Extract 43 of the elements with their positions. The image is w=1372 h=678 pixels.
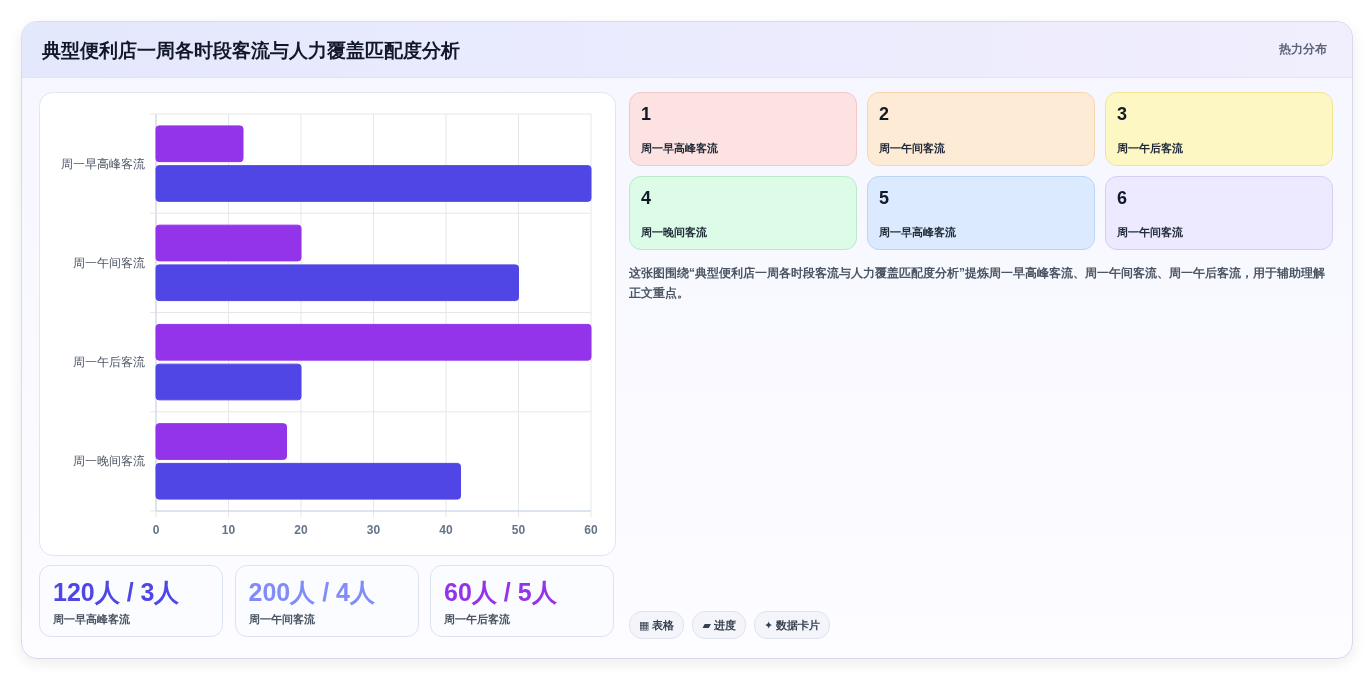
bar (155, 423, 287, 460)
bar (155, 125, 244, 163)
text: 周一早高峰客流 (53, 612, 130, 627)
y-tick-label: 周一早高峰客流 (61, 156, 145, 171)
x-tick-label: 20 (294, 523, 308, 537)
text: 这张图围绕“典型便利店一周各时段客流与人力覆盖匹配度分析”提炼周一早高峰客流、周一午间客流、周一午后客流，用于辅助理解正文重点。 (629, 265, 1326, 302)
x-tick-label: 40 (439, 523, 453, 537)
text: 2 (879, 104, 890, 125)
text: 6 (1117, 188, 1128, 209)
text: 周一早高峰客流 (879, 225, 956, 240)
text: ▦ 表格 (629, 611, 685, 639)
bar (155, 224, 302, 262)
x-tick-label: 10 (221, 523, 236, 537)
chart-title: 典型便利店一周各时段客流与人力覆盖匹配度分析 (42, 40, 460, 61)
y-tick-label: 周一午后客流 (73, 355, 145, 370)
text: ✦ 数据卡片 (753, 611, 831, 639)
text: 5 (879, 188, 890, 209)
y-tick-label: 周一午间客流 (73, 255, 145, 270)
text: ▰ 进度 (692, 611, 746, 639)
x-tick-label: 30 (366, 523, 381, 537)
bar (155, 363, 302, 401)
x-tick-label: 0 (152, 523, 160, 537)
text: 4 (641, 188, 652, 209)
y-tick-label: 周一晚间客流 (73, 454, 145, 469)
x-tick-label: 60 (584, 523, 598, 537)
bar (155, 462, 461, 500)
text: 1 (641, 104, 652, 125)
text: 热力分布 (1279, 41, 1327, 58)
text: 200人 / 4人 (248, 577, 375, 608)
bar (155, 264, 519, 302)
text: 周一午间客流 (248, 612, 315, 627)
x-tick-label: 50 (511, 523, 526, 537)
text: 周一晚间客流 (641, 225, 707, 240)
text: 120人 / 3人 (53, 577, 180, 608)
text: 周一午间客流 (1117, 225, 1183, 240)
text: 3 (1117, 104, 1128, 125)
text: 周一早高峰客流 (641, 141, 718, 156)
text: 周一午间客流 (879, 141, 945, 156)
text: 周一午后客流 (1117, 141, 1183, 156)
bar (155, 323, 592, 361)
text: 60人 / 5人 (444, 577, 557, 608)
bar (155, 165, 592, 202)
text: 周一午后客流 (444, 612, 510, 627)
